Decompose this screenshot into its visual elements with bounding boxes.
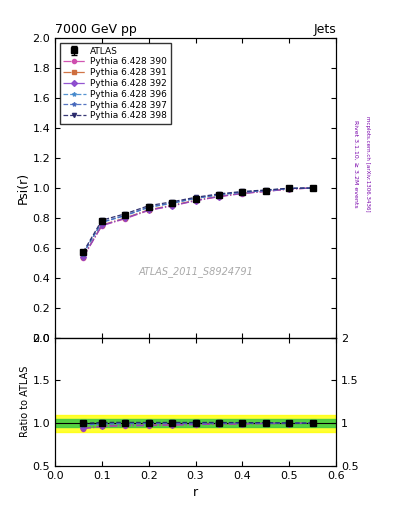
Pythia 6.428 396 <box>146 204 151 210</box>
Pythia 6.428 390 <box>193 198 198 204</box>
Text: 7000 GeV pp: 7000 GeV pp <box>55 23 137 36</box>
Pythia 6.428 398 <box>193 194 198 200</box>
Pythia 6.428 397 <box>123 212 128 218</box>
Text: ATLAS_2011_S8924791: ATLAS_2011_S8924791 <box>138 266 253 278</box>
Pythia 6.428 392 <box>310 185 315 191</box>
Pythia 6.428 398 <box>263 187 268 193</box>
Pythia 6.428 398 <box>310 185 315 191</box>
Pythia 6.428 392 <box>170 203 174 209</box>
Pythia 6.428 398 <box>217 191 221 197</box>
Pythia 6.428 391 <box>170 202 174 208</box>
Pythia 6.428 392 <box>193 198 198 204</box>
Pythia 6.428 398 <box>146 203 151 209</box>
Text: mcplots.cern.ch [arXiv:1306.3436]: mcplots.cern.ch [arXiv:1306.3436] <box>365 116 370 211</box>
Bar <box>55 419 336 428</box>
Pythia 6.428 390 <box>170 203 174 209</box>
Text: Jets: Jets <box>313 23 336 36</box>
Pythia 6.428 398 <box>287 185 292 191</box>
Pythia 6.428 397 <box>170 200 174 206</box>
Pythia 6.428 396 <box>217 192 221 198</box>
Pythia 6.428 392 <box>123 215 128 221</box>
Legend: ATLAS, Pythia 6.428 390, Pythia 6.428 391, Pythia 6.428 392, Pythia 6.428 396, P: ATLAS, Pythia 6.428 390, Pythia 6.428 39… <box>59 43 171 124</box>
Pythia 6.428 397 <box>310 185 315 191</box>
Pythia 6.428 397 <box>146 204 151 210</box>
Pythia 6.428 396 <box>287 185 292 191</box>
Pythia 6.428 391 <box>193 197 198 203</box>
X-axis label: r: r <box>193 486 198 499</box>
Line: Pythia 6.428 390: Pythia 6.428 390 <box>81 186 315 260</box>
Pythia 6.428 391 <box>263 188 268 194</box>
Pythia 6.428 396 <box>99 219 104 225</box>
Pythia 6.428 397 <box>81 250 86 257</box>
Text: Rivet 3.1.10, ≥ 3.2M events: Rivet 3.1.10, ≥ 3.2M events <box>353 120 358 208</box>
Line: Pythia 6.428 391: Pythia 6.428 391 <box>81 186 315 259</box>
Pythia 6.428 396 <box>240 189 245 195</box>
Pythia 6.428 397 <box>193 195 198 201</box>
Pythia 6.428 390 <box>217 194 221 200</box>
Pythia 6.428 391 <box>310 185 315 191</box>
Pythia 6.428 392 <box>146 207 151 214</box>
Pythia 6.428 397 <box>287 185 292 191</box>
Pythia 6.428 391 <box>217 193 221 199</box>
Pythia 6.428 396 <box>263 187 268 194</box>
Line: Pythia 6.428 398: Pythia 6.428 398 <box>81 186 315 254</box>
Pythia 6.428 392 <box>263 188 268 195</box>
Pythia 6.428 396 <box>123 212 128 219</box>
Pythia 6.428 390 <box>146 207 151 214</box>
Pythia 6.428 396 <box>310 185 315 191</box>
Pythia 6.428 398 <box>240 188 245 195</box>
Pythia 6.428 392 <box>81 254 86 260</box>
Pythia 6.428 396 <box>81 251 86 257</box>
Pythia 6.428 397 <box>240 189 245 195</box>
Pythia 6.428 390 <box>263 188 268 195</box>
Pythia 6.428 398 <box>81 249 86 255</box>
Pythia 6.428 392 <box>287 186 292 192</box>
Pythia 6.428 391 <box>99 222 104 228</box>
Pythia 6.428 392 <box>217 194 221 200</box>
Pythia 6.428 392 <box>99 222 104 228</box>
Y-axis label: Ratio to ATLAS: Ratio to ATLAS <box>20 366 29 437</box>
Pythia 6.428 397 <box>263 187 268 194</box>
Pythia 6.428 391 <box>240 190 245 196</box>
Line: Pythia 6.428 397: Pythia 6.428 397 <box>81 186 315 255</box>
Pythia 6.428 390 <box>240 190 245 197</box>
Pythia 6.428 398 <box>170 199 174 205</box>
Pythia 6.428 391 <box>123 215 128 221</box>
Pythia 6.428 391 <box>81 254 86 260</box>
Pythia 6.428 397 <box>217 191 221 198</box>
Pythia 6.428 391 <box>146 207 151 213</box>
Pythia 6.428 398 <box>99 217 104 223</box>
Bar <box>55 415 336 432</box>
Pythia 6.428 397 <box>99 219 104 225</box>
Line: Pythia 6.428 392: Pythia 6.428 392 <box>81 186 315 259</box>
Line: Pythia 6.428 396: Pythia 6.428 396 <box>81 186 315 256</box>
Pythia 6.428 396 <box>170 200 174 206</box>
Pythia 6.428 398 <box>123 211 128 217</box>
Pythia 6.428 391 <box>287 186 292 192</box>
Pythia 6.428 390 <box>99 223 104 229</box>
Pythia 6.428 396 <box>193 196 198 202</box>
Pythia 6.428 390 <box>81 254 86 261</box>
Pythia 6.428 392 <box>240 190 245 197</box>
Pythia 6.428 390 <box>310 185 315 191</box>
Pythia 6.428 390 <box>287 186 292 192</box>
Pythia 6.428 390 <box>123 216 128 222</box>
Y-axis label: Psi(r): Psi(r) <box>17 172 29 204</box>
